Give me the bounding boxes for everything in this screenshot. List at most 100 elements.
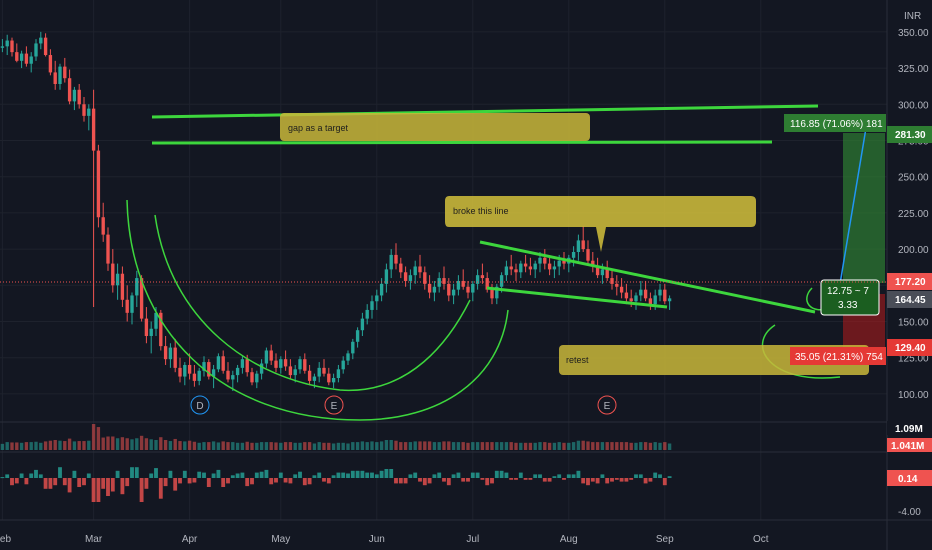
volume-bar bbox=[658, 442, 662, 450]
oscillator-bar bbox=[182, 470, 187, 478]
oscillator-bar bbox=[307, 478, 312, 485]
volume-bar bbox=[197, 442, 201, 450]
oscillator-bar bbox=[278, 472, 283, 478]
candle-body bbox=[279, 359, 283, 368]
volume-bar bbox=[471, 442, 475, 450]
volume-bar bbox=[130, 439, 134, 450]
candle-body bbox=[562, 260, 566, 264]
time-tick-label: Aug bbox=[560, 534, 578, 545]
oscillator-bar bbox=[0, 477, 5, 479]
volume-bar bbox=[226, 442, 230, 450]
volume-bar bbox=[360, 441, 365, 450]
candle-body bbox=[557, 260, 561, 267]
volume-bar bbox=[485, 442, 489, 450]
candle-body bbox=[394, 254, 398, 264]
candle-body bbox=[298, 359, 302, 370]
volume-bar bbox=[111, 436, 115, 450]
volume-bar bbox=[475, 442, 480, 450]
channel-upper-line[interactable] bbox=[479, 240, 816, 314]
candle-body bbox=[471, 283, 475, 293]
channel-lower-line[interactable] bbox=[486, 286, 668, 309]
candle-body bbox=[240, 359, 245, 368]
candle-body bbox=[375, 295, 379, 302]
volume-bar bbox=[418, 441, 422, 450]
price-tick-label: 325.00 bbox=[898, 64, 929, 75]
volume-bar bbox=[317, 442, 321, 450]
oscillator-bar bbox=[413, 472, 418, 478]
price-tags: 281.30 177.20 164.45 129.40 bbox=[887, 126, 932, 356]
volume-bar bbox=[211, 441, 216, 450]
gap-top-line[interactable] bbox=[151, 104, 819, 119]
oscillator-bar bbox=[518, 472, 523, 478]
volume-bar bbox=[442, 441, 446, 450]
volume-bar bbox=[447, 441, 451, 450]
earnings-marker-2[interactable]: E bbox=[597, 395, 617, 415]
candle-body bbox=[413, 266, 417, 276]
oscillator-bar bbox=[571, 474, 576, 478]
oscillator-bar bbox=[211, 473, 216, 478]
volume-bar bbox=[96, 427, 101, 450]
candle-body bbox=[207, 362, 211, 377]
broke-note-box[interactable] bbox=[445, 196, 756, 252]
volume-bar bbox=[389, 440, 393, 450]
oscillator-bar bbox=[590, 478, 595, 482]
oscillator-bar bbox=[667, 476, 672, 478]
volume-bar bbox=[178, 441, 182, 450]
time-axis[interactable]: Feb Mar Apr May Jun Jul Aug Sep Oct bbox=[0, 534, 769, 545]
oscillator-bar bbox=[259, 471, 264, 478]
candle-body bbox=[106, 234, 110, 264]
oscillator-pane bbox=[0, 467, 672, 502]
oscillator-bar bbox=[394, 478, 398, 484]
oscillator-bar bbox=[82, 478, 86, 486]
candle-body bbox=[24, 53, 29, 64]
gap-note-box[interactable] bbox=[280, 113, 590, 141]
volume-tag-1-bg bbox=[887, 421, 932, 435]
oscillator-bar bbox=[619, 478, 624, 482]
time-tick-label: Jul bbox=[466, 534, 479, 545]
volume-bar bbox=[461, 442, 465, 450]
oscillator-bar bbox=[53, 478, 58, 486]
candle-body bbox=[399, 263, 403, 273]
cup-inner-curve[interactable] bbox=[154, 214, 471, 391]
oscillator-bar bbox=[586, 478, 590, 486]
candle-body bbox=[610, 278, 614, 284]
volume-bar bbox=[168, 441, 173, 450]
oscillator-bar bbox=[374, 474, 379, 478]
oscillator-bar bbox=[14, 478, 19, 484]
stop-price-tag bbox=[887, 339, 932, 356]
candle-body bbox=[538, 257, 542, 264]
volume-bar bbox=[279, 442, 283, 450]
cup-outer-curve[interactable] bbox=[126, 199, 509, 421]
candle-body bbox=[543, 257, 547, 264]
candle-body bbox=[87, 108, 91, 116]
candle-body bbox=[336, 369, 341, 378]
volume-bar bbox=[504, 442, 509, 450]
volume-bar bbox=[427, 441, 432, 450]
volume-bar bbox=[547, 442, 552, 450]
drawings[interactable]: gap as a target broke this line retest D… bbox=[126, 104, 886, 421]
oscillator-bar bbox=[298, 471, 302, 478]
osc-tag-bg bbox=[887, 470, 932, 486]
candle-body bbox=[72, 89, 77, 102]
volume-bar bbox=[591, 442, 595, 450]
ratio-box[interactable] bbox=[820, 279, 880, 316]
candle-body bbox=[259, 363, 264, 374]
earnings-marker-dividend[interactable]: D bbox=[190, 395, 210, 415]
volume-bar bbox=[615, 442, 619, 450]
oscillator-bar bbox=[317, 472, 322, 478]
candle-body bbox=[423, 272, 427, 284]
gap-bottom-line[interactable] bbox=[151, 140, 773, 145]
candle-body bbox=[115, 273, 120, 286]
oscillator-bar bbox=[542, 478, 547, 482]
candle-body bbox=[226, 370, 230, 380]
candle-body bbox=[53, 72, 57, 84]
oscillator-bar bbox=[312, 475, 317, 478]
earnings-marker-1[interactable]: E bbox=[324, 395, 344, 415]
oscillator-bar bbox=[614, 478, 619, 480]
projection-line[interactable] bbox=[839, 127, 867, 285]
candle-body bbox=[58, 66, 62, 84]
volume-bar bbox=[72, 441, 77, 450]
oscillator-bar bbox=[62, 478, 67, 486]
volume-bar bbox=[15, 442, 19, 450]
